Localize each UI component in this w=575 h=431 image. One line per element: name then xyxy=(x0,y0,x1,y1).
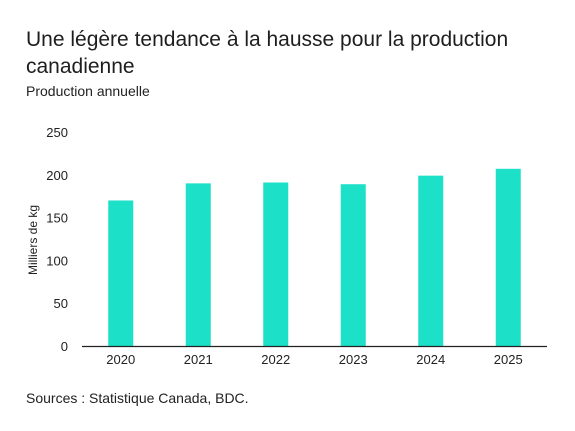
y-tick-label: 250 xyxy=(46,125,68,140)
y-tick-label: 100 xyxy=(46,253,68,268)
y-axis-title: Milliers de kg xyxy=(26,205,40,275)
chart-title: Une légère tendance à la hausse pour la … xyxy=(26,28,509,78)
x-tick-label: 2021 xyxy=(184,352,213,367)
y-tick-label: 150 xyxy=(46,211,68,226)
source-note: Sources : Statistique Canada, BDC. xyxy=(26,390,249,406)
x-tick-label: 2023 xyxy=(339,352,368,367)
x-axis-ticks: 2020 2021 2022 2023 2024 2025 xyxy=(106,352,522,367)
x-tick-label: 2025 xyxy=(494,352,523,367)
y-tick-label: 0 xyxy=(61,339,68,354)
bars xyxy=(108,168,521,346)
bar-2024 xyxy=(418,175,444,346)
x-tick-label: 2022 xyxy=(261,352,290,367)
y-axis-ticks: 0 50 100 150 200 250 xyxy=(46,125,68,354)
bar-2023 xyxy=(340,184,366,346)
bar-2025 xyxy=(495,168,521,346)
bar-2022 xyxy=(263,182,289,346)
bar-2021 xyxy=(185,183,211,346)
chart-subtitle: Production annuelle xyxy=(26,83,150,99)
y-tick-label: 50 xyxy=(54,296,68,311)
x-tick-label: 2024 xyxy=(416,352,445,367)
bar-2020 xyxy=(108,200,134,346)
x-tick-label: 2020 xyxy=(106,352,135,367)
y-tick-label: 200 xyxy=(46,168,68,183)
